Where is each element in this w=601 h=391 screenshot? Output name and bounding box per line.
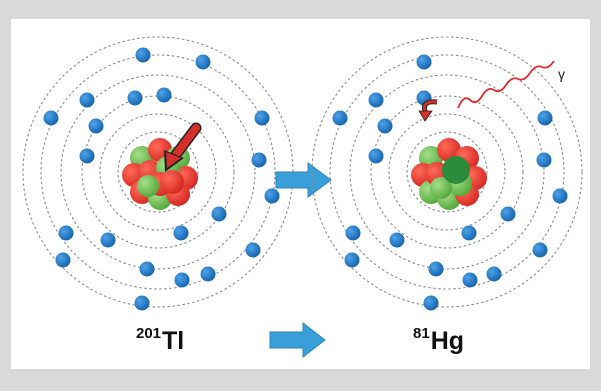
proton — [437, 138, 461, 162]
electron — [486, 266, 502, 282]
neutron — [137, 175, 159, 197]
electron — [332, 110, 348, 126]
right-nucleus — [411, 138, 487, 210]
electron — [416, 54, 432, 70]
electron — [88, 118, 104, 134]
right-shell-4 — [349, 74, 545, 270]
electron — [135, 47, 151, 63]
right-shell-2 — [388, 113, 506, 231]
electron — [552, 188, 568, 204]
right-shells — [311, 36, 583, 308]
right-element-symbol: Hg — [430, 327, 465, 355]
electron — [79, 92, 95, 108]
electron — [245, 242, 261, 258]
wavy-line-icon — [457, 60, 555, 109]
left-shell-1 — [117, 131, 199, 213]
neutron — [430, 177, 452, 199]
left-shell-4 — [60, 74, 256, 270]
left-element-symbol: Tl — [162, 327, 185, 355]
right-shell-6 — [311, 36, 583, 308]
electron — [254, 110, 270, 126]
electron — [127, 90, 143, 106]
electron — [264, 188, 280, 204]
electron — [200, 266, 216, 282]
curved-arrow-icon — [418, 99, 438, 122]
right-isotope-label: 81Hg — [413, 325, 464, 356]
electron — [500, 206, 516, 222]
electron — [461, 225, 477, 241]
electron — [377, 118, 393, 134]
electron — [537, 110, 553, 126]
right-atom — [311, 36, 583, 311]
electron — [536, 152, 552, 168]
electron — [156, 87, 172, 103]
electron — [423, 295, 439, 311]
right-shell-3 — [370, 95, 524, 249]
electron — [100, 232, 116, 248]
electron — [174, 272, 190, 288]
transition-arrow-top — [275, 162, 332, 198]
electron — [462, 272, 478, 288]
right-electrons — [332, 54, 568, 311]
electron — [55, 252, 71, 268]
electron — [139, 261, 155, 277]
electron — [211, 206, 227, 222]
left-electrons — [43, 47, 280, 311]
right-shell-1 — [406, 131, 488, 213]
electron — [344, 252, 360, 268]
electron-capture-arrow — [164, 122, 202, 172]
electron — [368, 92, 384, 108]
left-isotope-label: 201Tl — [136, 325, 184, 356]
left-shell-2 — [99, 113, 217, 231]
electron — [368, 148, 384, 164]
right-shell-5 — [329, 54, 565, 290]
diagram-panel — [11, 19, 590, 369]
gamma-label: γ — [558, 66, 565, 82]
electron — [532, 242, 548, 258]
electron — [428, 261, 444, 277]
electron — [345, 225, 361, 241]
right-mass-number: 81 — [413, 325, 430, 342]
electron — [58, 225, 74, 241]
electron — [173, 225, 189, 241]
transition-arrow-bottom — [269, 321, 326, 359]
electron — [134, 295, 150, 311]
captured-neutron — [442, 156, 470, 184]
electron — [79, 148, 95, 164]
electron — [389, 232, 405, 248]
left-mass-number: 201 — [136, 325, 162, 342]
left-shells — [22, 36, 294, 308]
left-atom — [22, 36, 294, 311]
electron — [251, 152, 267, 168]
proton — [160, 170, 184, 194]
left-shell-5 — [40, 54, 276, 290]
electron — [195, 54, 211, 70]
left-shell-3 — [81, 95, 235, 249]
electron — [43, 110, 59, 126]
